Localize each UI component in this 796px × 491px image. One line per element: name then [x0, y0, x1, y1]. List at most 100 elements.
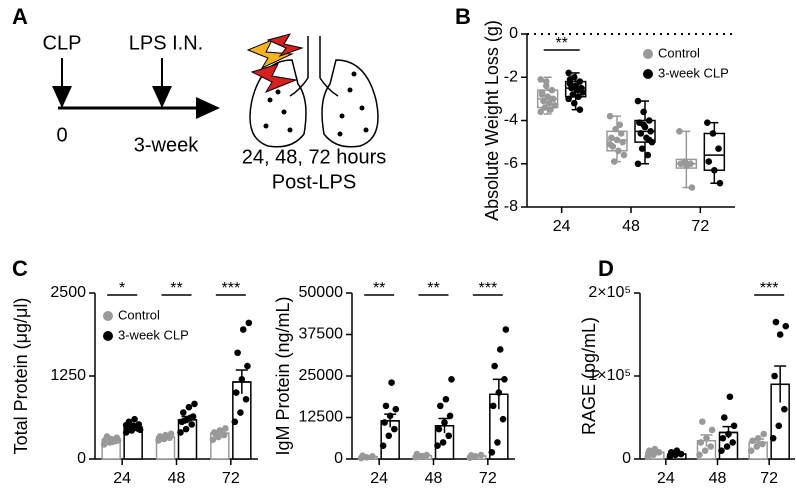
data-point	[726, 393, 734, 401]
y-tick-label: -8	[504, 198, 518, 215]
data-point	[237, 409, 244, 416]
data-point	[634, 160, 642, 168]
data-point	[222, 425, 229, 432]
x-tick-label: 72	[479, 470, 497, 487]
x-tick-label: 24	[370, 470, 388, 487]
data-point	[620, 151, 628, 159]
data-point	[182, 425, 190, 433]
data-point	[385, 432, 393, 440]
y-tick-label: 12500	[299, 409, 344, 426]
event-label: LPS I.N.	[129, 32, 203, 54]
data-point	[723, 443, 731, 450]
y-tick-label: 1×10⁵	[588, 367, 631, 384]
data-point	[775, 422, 783, 430]
x-tick-label: 24	[657, 470, 675, 487]
data-point	[496, 346, 504, 353]
data-point	[569, 91, 577, 98]
data-point	[576, 78, 584, 85]
data-point	[537, 76, 544, 83]
y-axis-label: Total Protein (μg/μl)	[11, 298, 31, 455]
data-point	[391, 425, 398, 433]
data-point	[612, 125, 619, 133]
x-tick-label: 48	[425, 470, 443, 487]
data-point	[537, 108, 544, 116]
x-tick-label: 48	[622, 218, 640, 235]
event-arrowhead	[52, 86, 72, 108]
timeline-arrowhead	[196, 97, 220, 119]
data-point	[711, 166, 718, 174]
box	[703, 132, 726, 171]
data-point	[445, 432, 453, 440]
lightning-icon	[246, 33, 304, 94]
data-point	[644, 151, 652, 159]
y-tick-label: 2×10⁵	[588, 284, 631, 301]
data-point	[575, 93, 582, 101]
data-point	[565, 95, 572, 103]
data-point	[769, 434, 777, 442]
data-point	[747, 447, 755, 455]
data-point	[688, 184, 696, 191]
data-point	[676, 128, 683, 135]
significance-label: ***	[478, 280, 497, 297]
y-tick-label: -6	[504, 155, 518, 172]
panel-label: C	[12, 256, 28, 281]
x-tick-label: 24	[553, 218, 571, 235]
data-point	[673, 447, 681, 455]
data-point	[677, 160, 685, 168]
data-point	[234, 349, 241, 357]
data-point	[634, 97, 642, 105]
data-point	[730, 422, 738, 430]
data-point	[570, 99, 578, 107]
data-point	[645, 117, 653, 124]
data-point	[548, 95, 556, 103]
significance-label: **	[427, 280, 439, 297]
legend-label: Control	[118, 307, 160, 322]
x-tick-label: 72	[760, 470, 778, 487]
data-point	[699, 418, 706, 425]
caption: Post-LPS	[272, 171, 356, 193]
legend-label: 3-week CLP	[658, 65, 729, 80]
event-arrowhead	[152, 86, 172, 108]
data-point	[494, 439, 501, 446]
y-tick-label: 37500	[299, 326, 344, 343]
y-axis-label: RAGE (pg/mL)	[579, 317, 599, 435]
data-point	[716, 179, 724, 187]
lungs-icon	[249, 36, 379, 148]
data-point	[502, 326, 510, 333]
data-point	[382, 402, 390, 410]
caption: 24, 48, 72 hours	[242, 146, 387, 168]
data-point	[610, 158, 618, 165]
data-point	[696, 451, 703, 459]
data-point	[644, 453, 652, 460]
data-point	[701, 447, 709, 455]
panel-label: B	[455, 4, 471, 29]
significance-label: **	[373, 280, 385, 297]
data-point	[613, 136, 621, 144]
data-point	[177, 429, 184, 436]
legend-label: Control	[658, 45, 700, 60]
data-point	[638, 145, 646, 152]
data-point	[645, 136, 653, 144]
event-label: CLP	[43, 32, 82, 54]
data-point	[572, 82, 579, 90]
y-tick-label: 2500	[50, 284, 86, 301]
data-point	[488, 449, 496, 456]
data-point	[683, 162, 690, 170]
significance-label: **	[170, 280, 182, 297]
data-point	[180, 409, 187, 416]
data-point	[705, 158, 713, 165]
y-axis-label: IgM Protein (ng/mL)	[273, 296, 293, 455]
significance-label: ***	[221, 280, 240, 297]
data-point	[640, 108, 647, 116]
data-point	[647, 128, 654, 135]
data-point	[185, 403, 193, 411]
event-time: 0	[56, 124, 67, 146]
data-point	[245, 319, 253, 327]
data-point	[707, 443, 714, 450]
y-axis-label: Absolute Weight Loss (g)	[482, 20, 502, 221]
data-point	[548, 86, 556, 94]
data-point	[388, 379, 395, 386]
data-point	[499, 415, 507, 423]
data-point	[772, 318, 780, 326]
data-point	[566, 76, 574, 83]
